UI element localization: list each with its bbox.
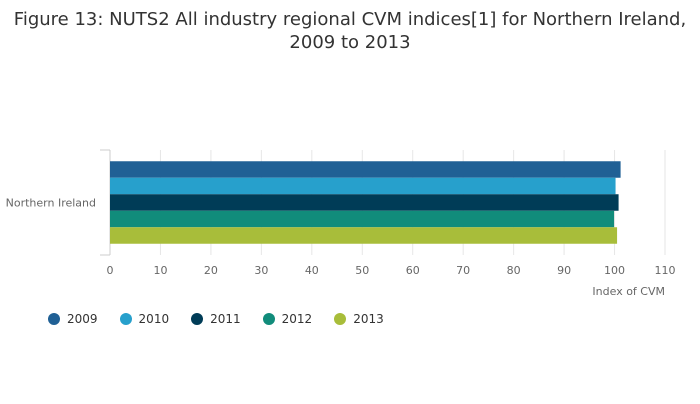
x-tick-label-20: 20 [204, 264, 218, 277]
legend-item-2011[interactable]: 2011 [191, 312, 241, 326]
legend-label: 2010 [138, 312, 170, 326]
legend-swatch-icon [191, 313, 204, 325]
chart-legend: 2009 2010 2011 2012 2013 [48, 310, 406, 328]
bar-2010-0 [110, 177, 616, 195]
legend-label: 2013 [353, 312, 384, 326]
x-tick-label-50: 50 [355, 264, 369, 277]
category-label-0: Northern Ireland [6, 197, 96, 210]
x-tick-label-100: 100 [604, 264, 625, 277]
legend-item-2013[interactable]: 2013 [334, 312, 384, 326]
legend-swatch-icon [262, 313, 275, 325]
legend-swatch-icon [334, 313, 347, 325]
x-tick-label-0: 0 [107, 264, 114, 277]
x-tick-label-110: 110 [655, 264, 676, 277]
legend-label: 2012 [281, 312, 313, 326]
x-tick-label-80: 80 [507, 264, 521, 277]
x-tick-label-10: 10 [153, 264, 167, 277]
bar-layer [110, 161, 621, 244]
label-layer: 0 10 20 30 40 50 60 70 80 90 100 110 Northern Irelan… [6, 197, 676, 299]
legend-item-2009[interactable]: 2009 [48, 312, 98, 326]
bar-2009-0 [110, 161, 621, 178]
x-tick-label-70: 70 [456, 264, 470, 277]
x-tick-label-60: 60 [406, 264, 420, 277]
chart-title-line-2: 2009 to 2013 [289, 32, 411, 53]
x-axis-title: Index of CVM [592, 285, 665, 298]
bar-2013-0 [110, 227, 618, 244]
chart-title-line-1: Figure 13: NUTS2 All industry regional C… [13, 9, 687, 30]
bar-2012-0 [110, 210, 615, 228]
legend-label: 2011 [210, 312, 241, 326]
legend-item-2010[interactable]: 2010 [119, 312, 170, 326]
chart-title: Figure 13: NUTS2 All industry regional C… [0, 8, 700, 54]
legend-item-2012[interactable]: 2012 [262, 312, 313, 326]
legend-swatch-icon [48, 313, 60, 325]
bar-2011-0 [110, 194, 619, 211]
axis-layer [100, 149, 111, 256]
x-tick-label-40: 40 [305, 264, 319, 277]
x-tick-label-30: 30 [254, 264, 268, 277]
legend-swatch-icon [119, 313, 132, 325]
x-tick-label-90: 90 [557, 264, 571, 277]
legend-label: 2009 [67, 312, 98, 326]
